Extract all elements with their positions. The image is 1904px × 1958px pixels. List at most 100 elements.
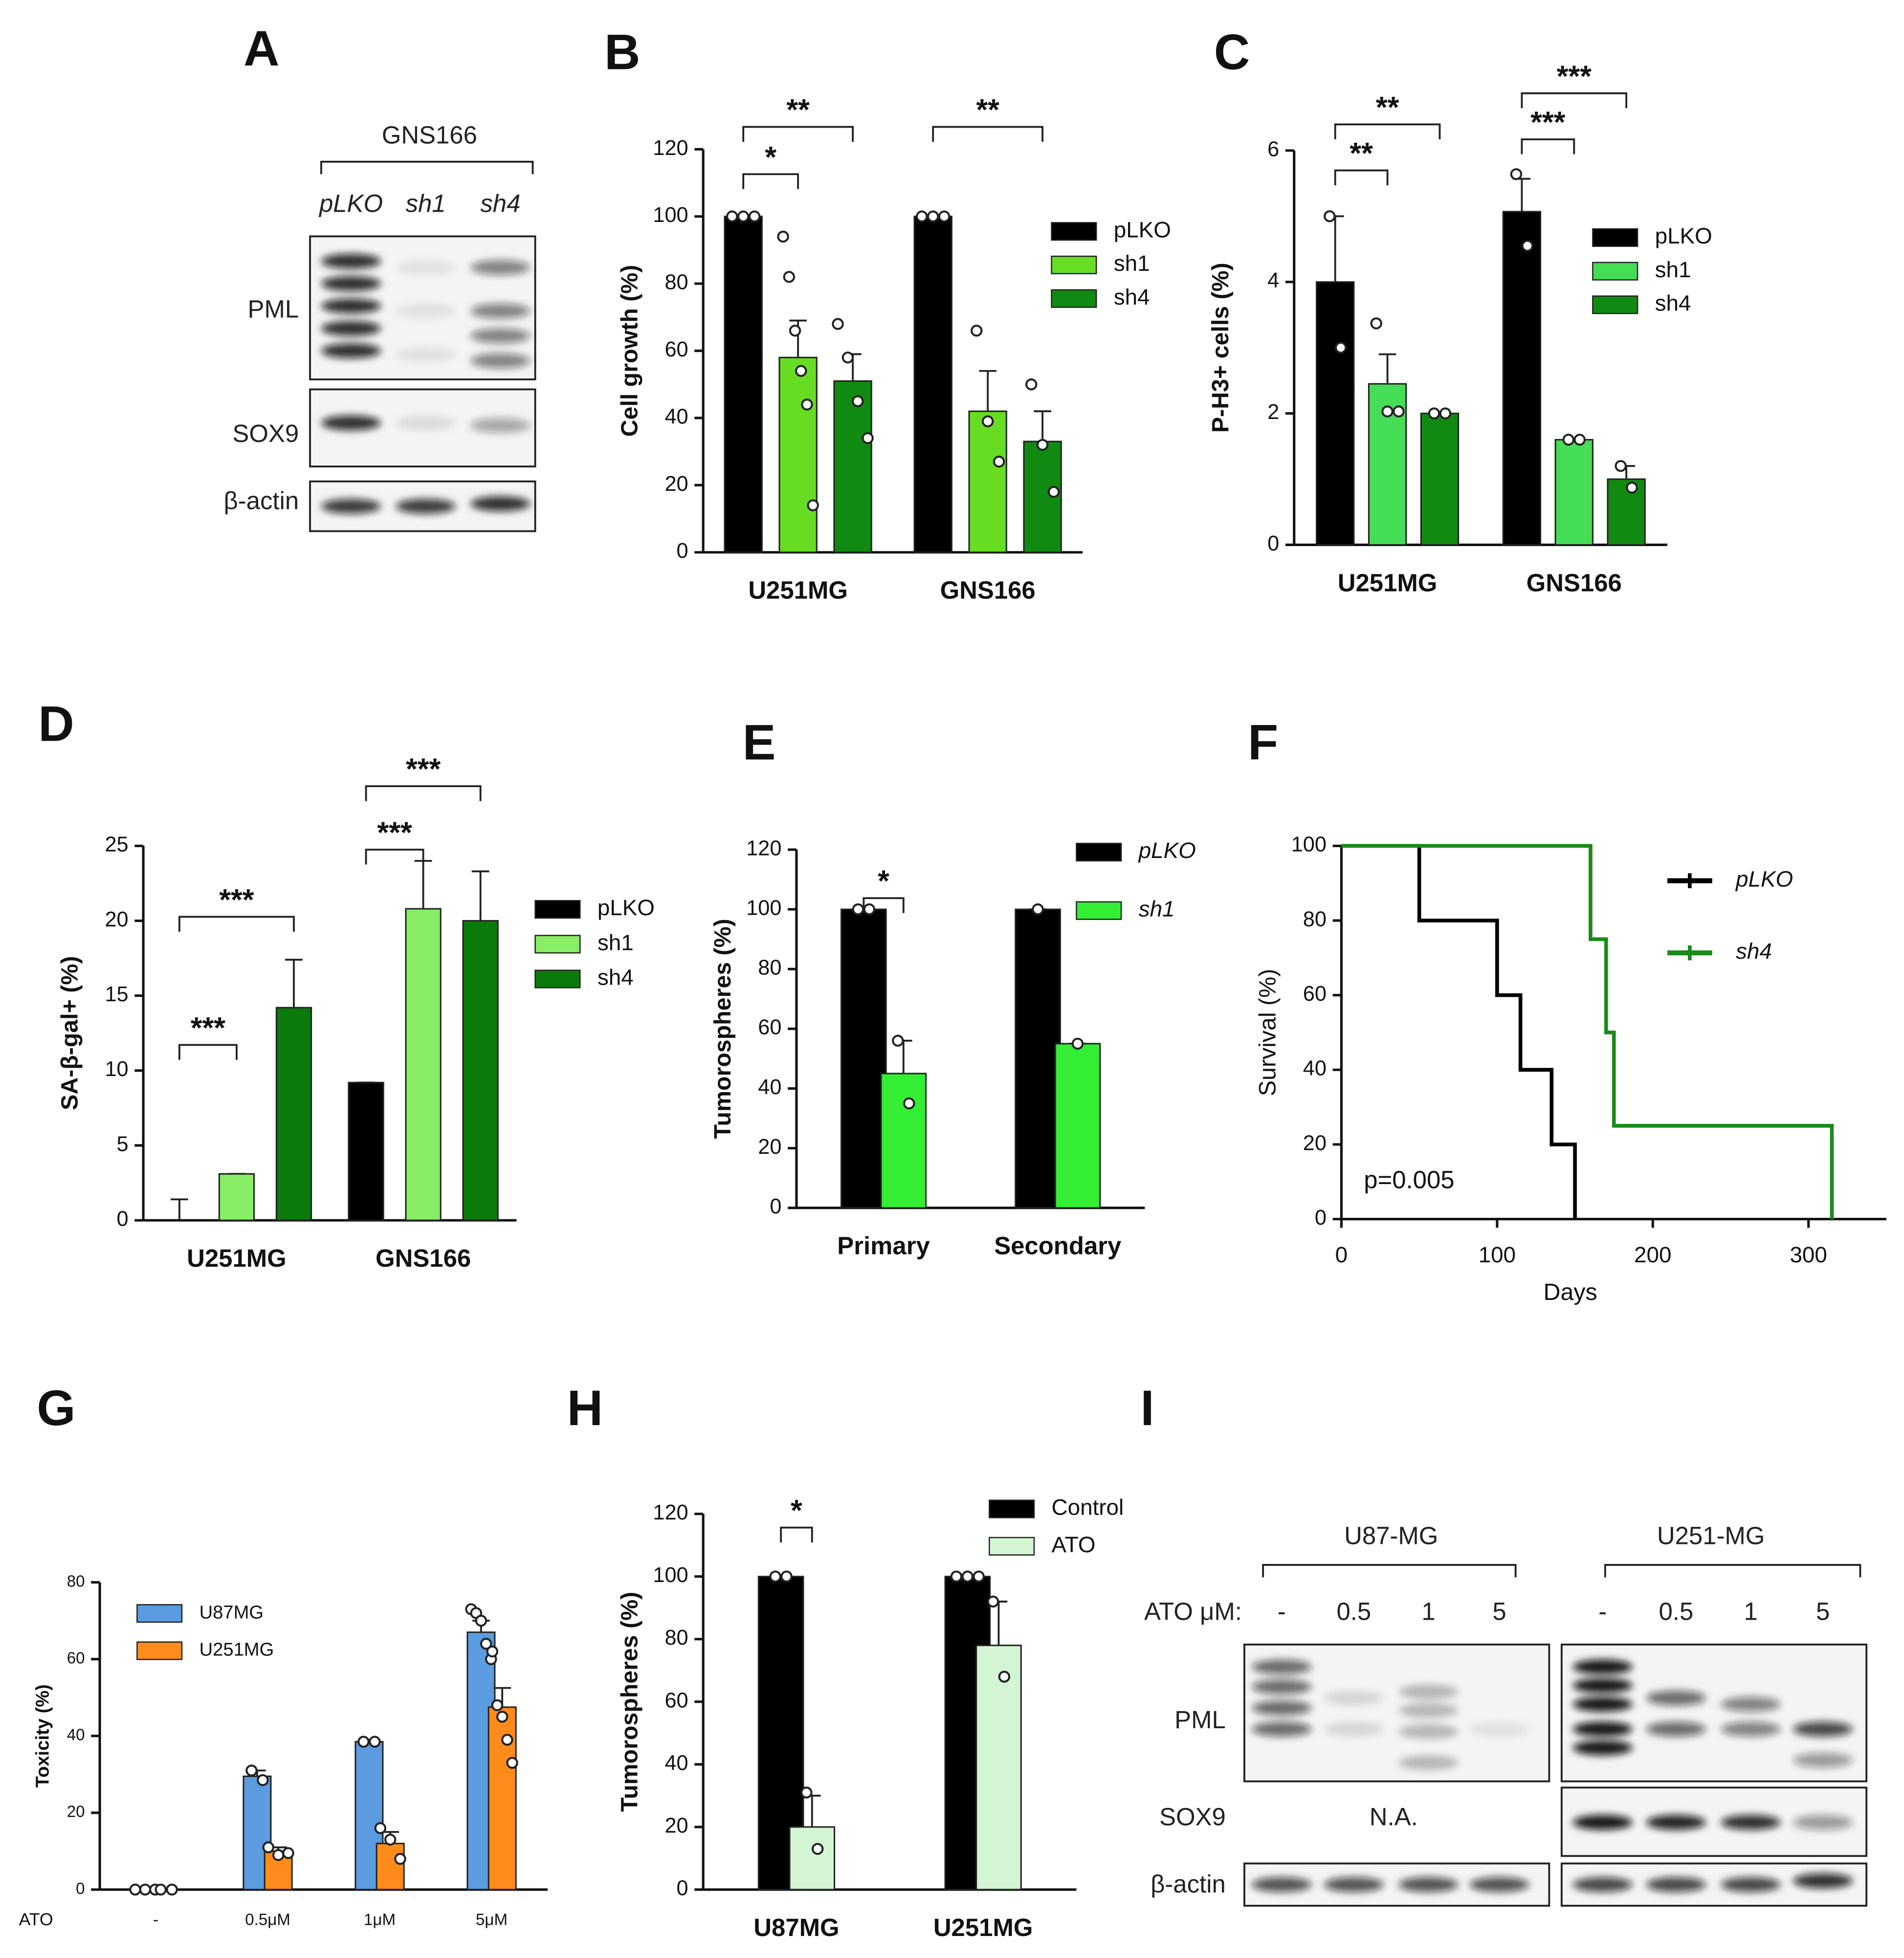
data-point (938, 210, 951, 222)
data-point (795, 365, 807, 377)
legend-swatch (534, 900, 581, 919)
data-point (394, 1852, 406, 1865)
chart-panel: D 0 5 10 15 20 25 SA-β-gal+ (%) U251MG GNS166 pLKO… (38, 696, 655, 1272)
x-tick-label: U251MG (187, 1244, 287, 1272)
significance-bracket (1334, 123, 1441, 139)
x-tick-label: 200 (1634, 1242, 1671, 1267)
data-point (1393, 405, 1405, 418)
data-point (841, 352, 854, 364)
y-tick-label: 120 (653, 136, 688, 160)
band (396, 415, 456, 431)
legend-label: sh1 (1114, 251, 1150, 276)
significance-bracket (1521, 138, 1575, 154)
data-point (1071, 1037, 1084, 1050)
data-point (1334, 341, 1347, 354)
panel-label: E (743, 715, 776, 770)
data-point (961, 1570, 974, 1583)
data-point (892, 1034, 904, 1047)
note: N.A. (1370, 1803, 1418, 1830)
error-bar (285, 959, 303, 1008)
x-tick-label: U87MG (753, 1914, 839, 1941)
data-point (811, 1843, 824, 1855)
legend-swatch (534, 935, 581, 954)
row-label: β-actin (1151, 1870, 1226, 1898)
data-point (780, 1570, 793, 1583)
band (1572, 1659, 1633, 1674)
band (1793, 1753, 1853, 1768)
survival-line (1341, 844, 1577, 1219)
bar (462, 920, 499, 1221)
legend-swatch (989, 1537, 1035, 1556)
data-point (1439, 407, 1452, 419)
y-tick-label: 10 (105, 1057, 128, 1081)
significance-label: * (878, 864, 889, 898)
legend-swatch (1592, 262, 1638, 281)
data-point (496, 1711, 509, 1723)
chart-panel: G 0 20 40 60 80 Toxicity (%) - 0.5μM 1μM 5μM ATO U87… (19, 1380, 548, 1929)
band (321, 254, 381, 269)
bar (778, 356, 818, 553)
y-tick-label: 20 (758, 1135, 781, 1159)
band (1324, 1721, 1384, 1737)
y-tick-label: 4 (1267, 269, 1279, 292)
significance-bracket (742, 126, 854, 142)
bar (789, 1826, 836, 1891)
bar (1607, 478, 1646, 546)
survival-line (1341, 844, 1834, 1219)
error-bar (990, 1601, 1008, 1646)
error-bar (803, 1795, 821, 1827)
x-tick-label: GNS166 (940, 576, 1036, 604)
row-label: PML (248, 295, 299, 323)
data-point (282, 1847, 294, 1859)
error-bar (171, 1198, 188, 1221)
significance-bracket (742, 173, 799, 189)
bar (1316, 281, 1355, 546)
y-tick-label: 120 (653, 1501, 688, 1524)
y-tick-label: 20 (664, 472, 688, 496)
bar (1015, 908, 1061, 1209)
data-point (1428, 407, 1440, 419)
y-axis-label: P-H3+ cells (%) (1207, 263, 1234, 433)
y-tick-label: 80 (67, 1572, 85, 1590)
y-tick-label: 40 (758, 1076, 781, 1099)
data-point (789, 325, 801, 337)
group-bracket (1262, 1564, 1861, 1578)
significance-label: * (765, 140, 776, 174)
data-point (783, 271, 796, 283)
data-point (916, 210, 928, 222)
y-tick-label: 15 (105, 983, 128, 1006)
significance-label: ** (1350, 136, 1373, 170)
lane-label: 0.5 (1336, 1598, 1371, 1626)
data-point (480, 1638, 492, 1650)
legend-label: ATO (1052, 1532, 1096, 1557)
error-bar (1034, 410, 1051, 442)
band (1572, 1815, 1633, 1830)
legend-label: pLKO (1735, 867, 1793, 892)
group-label: U87-MG (1344, 1521, 1438, 1549)
band (1572, 1877, 1633, 1892)
data-point (993, 456, 1005, 468)
panel-label: C (1214, 24, 1250, 80)
legend-swatch (1076, 842, 1122, 862)
lane-label: 0.5 (1659, 1598, 1694, 1626)
legend-label: sh1 (1655, 257, 1691, 282)
band (1793, 1873, 1853, 1889)
x-tick-label: 0.5μM (245, 1911, 290, 1929)
data-point (981, 415, 994, 428)
band (470, 260, 531, 275)
data-point (1025, 378, 1038, 391)
legend-label: Control (1052, 1495, 1124, 1520)
legend-label: sh1 (1139, 897, 1175, 922)
band (470, 353, 531, 369)
data-point (357, 1736, 370, 1748)
legend-swatch (1051, 289, 1097, 308)
significance-bracket (365, 785, 482, 801)
data-point (475, 1614, 487, 1627)
lane-label: sh1 (406, 189, 446, 217)
band (321, 321, 381, 336)
data-point (1562, 434, 1574, 446)
legend-swatch (1076, 901, 1122, 920)
data-point (1047, 485, 1060, 498)
data-point (1615, 460, 1627, 472)
